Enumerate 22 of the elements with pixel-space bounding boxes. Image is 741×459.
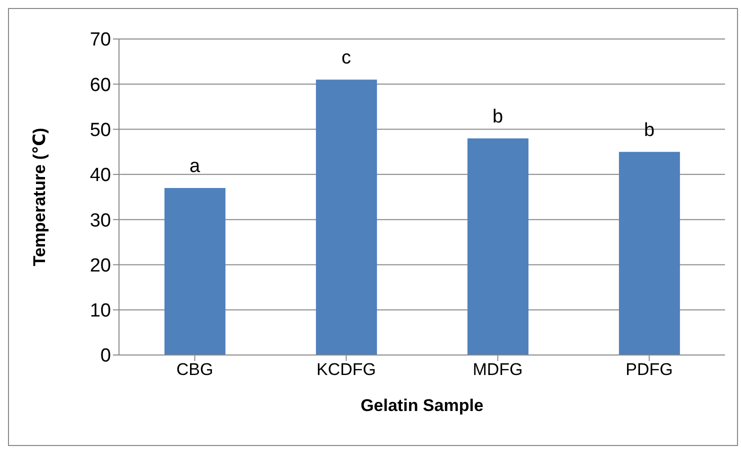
x-tick-label: KCDFG <box>316 360 376 380</box>
x-tick-label: CBG <box>176 360 214 380</box>
y-axis-title: Temperature (℃) <box>30 128 50 266</box>
y-tick-label: 70 <box>90 30 111 51</box>
annotation: c <box>342 48 351 69</box>
annotation: b <box>492 106 504 128</box>
y-tick-label: 20 <box>90 255 111 276</box>
x-tick-label: MDFG <box>472 360 523 380</box>
annotation: b <box>644 120 655 141</box>
y-tick-label: 10 <box>90 300 111 322</box>
y-tick-label: 40 <box>90 165 111 186</box>
y-tick-label: 30 <box>90 210 111 232</box>
y-tick-label: 60 <box>90 74 111 96</box>
y-tick-label: 50 <box>90 120 111 142</box>
bar <box>618 152 680 355</box>
bar <box>467 138 528 355</box>
bar <box>164 188 226 355</box>
x-tick-label: PDFG <box>626 360 673 380</box>
y-tick-label: 0 <box>100 346 111 367</box>
x-axis-title: Gelatin Sample <box>360 396 484 415</box>
annotation: a <box>189 156 200 177</box>
bar <box>316 80 377 355</box>
